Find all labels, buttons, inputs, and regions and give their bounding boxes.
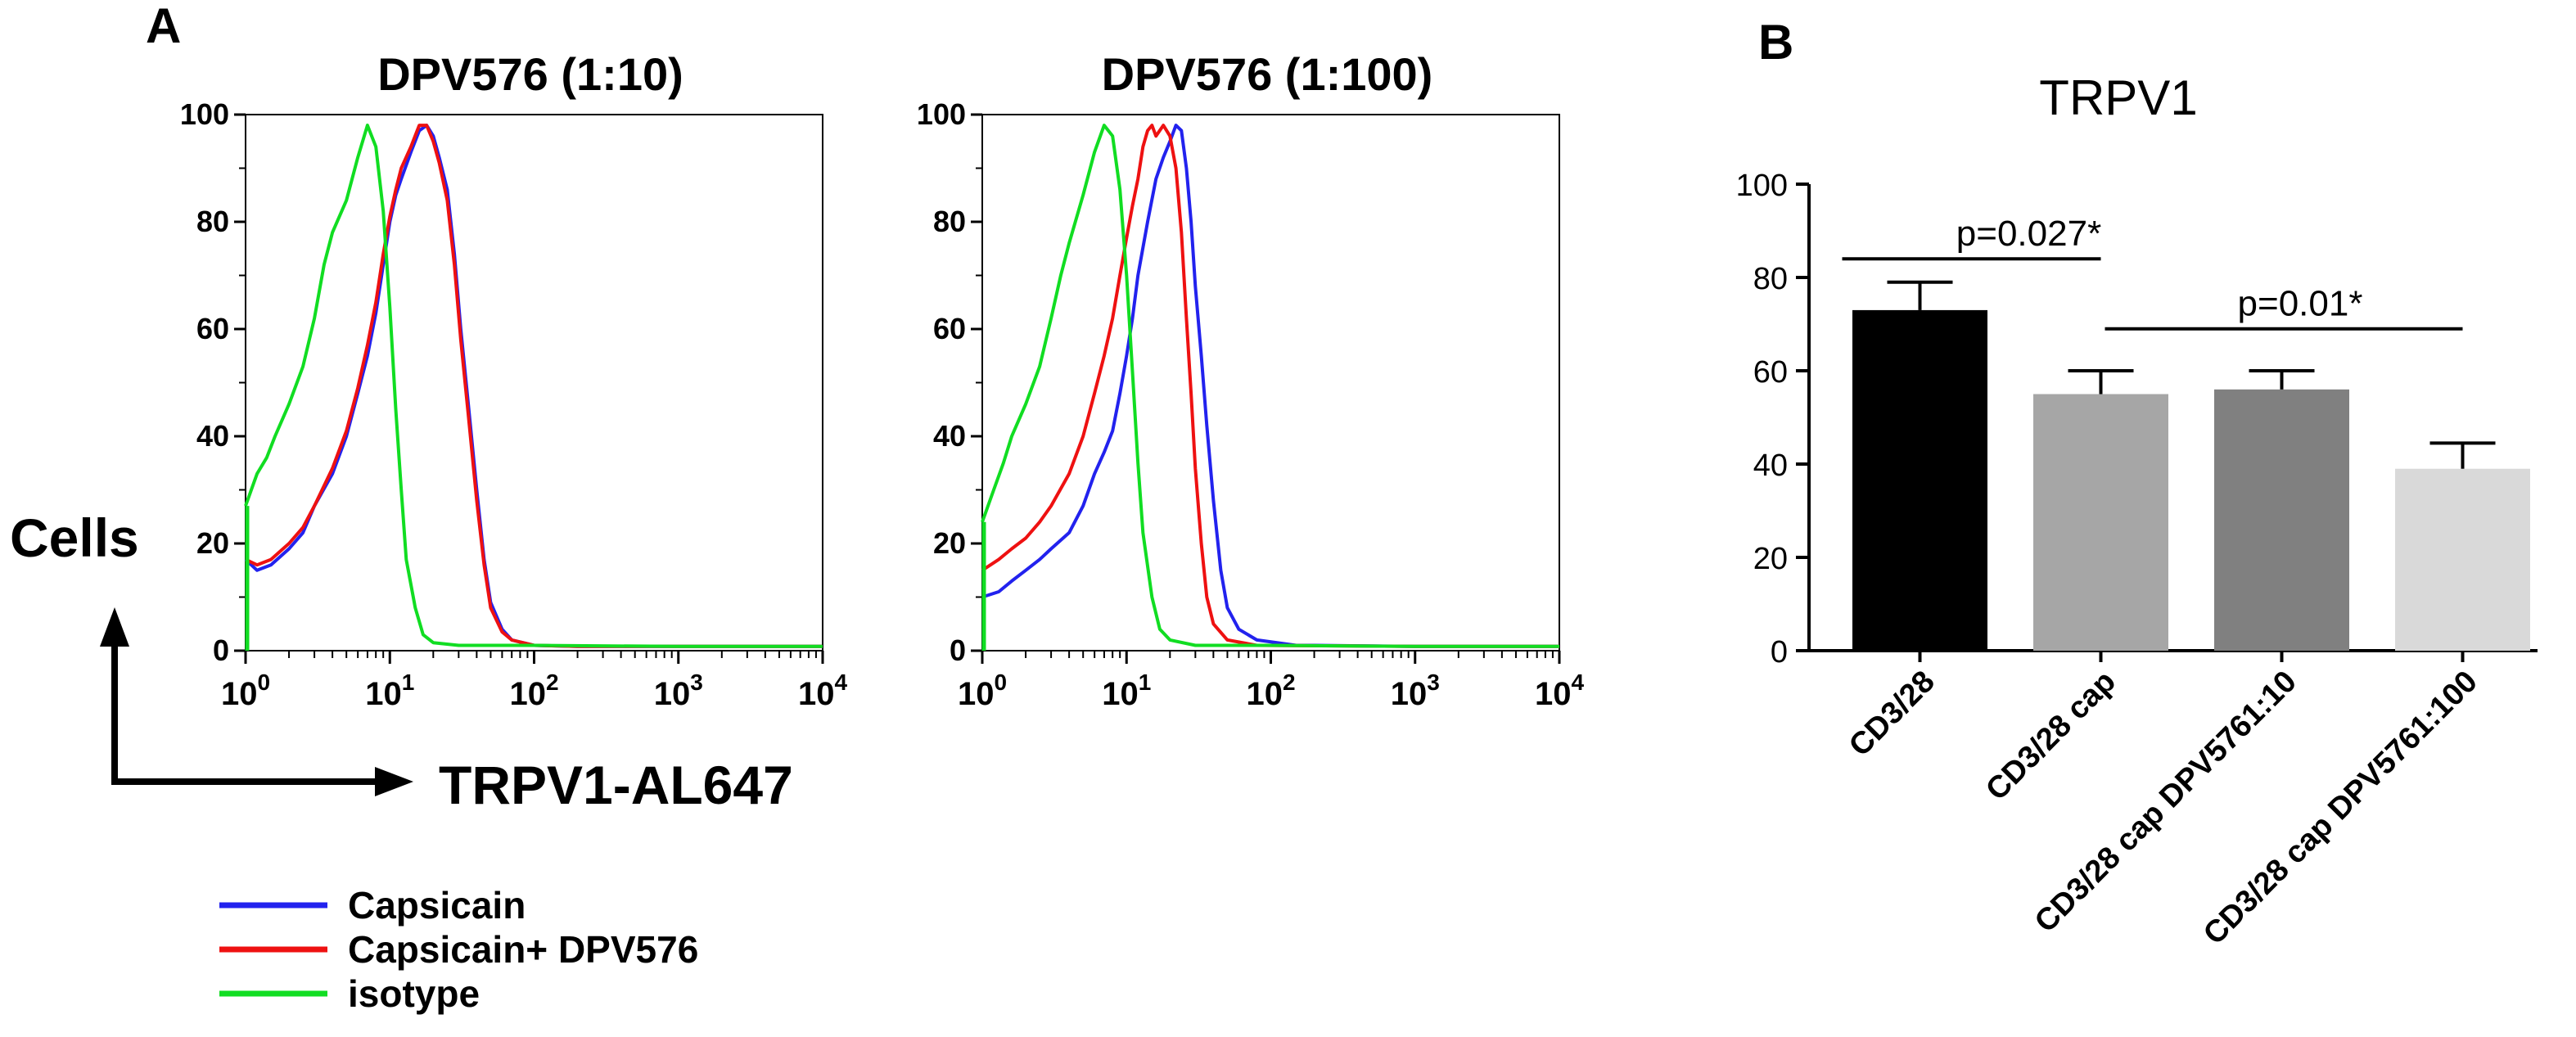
bar-y-tick-label: 0	[1771, 635, 1788, 670]
significance-label: p=0.027*	[1956, 214, 2101, 254]
x-tick-label: 101	[365, 670, 414, 712]
x-tick-label: 100	[221, 670, 270, 712]
panel-a-label: A	[146, 0, 181, 53]
legend-label: isotype	[348, 972, 480, 1015]
plot-frame	[245, 114, 823, 652]
histogram-2-title: DPV576 (1:100)	[1102, 48, 1433, 100]
histogram-2-series-capsicain	[981, 124, 1559, 648]
y-tick-label: 40	[196, 419, 229, 453]
bar-category-label: CD3/28	[1843, 665, 1942, 764]
legend-label: Capsicain+ DPV576	[348, 928, 698, 971]
bar-y-tick-label: 60	[1753, 355, 1788, 390]
histogram-2-series-isotype	[981, 124, 1559, 648]
y-tick-label: 60	[196, 312, 229, 345]
significance-label: p=0.01*	[2238, 284, 2363, 324]
y-tick-label: 100	[180, 97, 229, 131]
x-tick-label: 104	[798, 670, 848, 712]
cells-axis-label: Cells	[10, 507, 139, 568]
y-tick-label: 80	[196, 205, 229, 238]
bar-1	[1852, 309, 1987, 651]
x-tick-label: 103	[1391, 670, 1440, 712]
bar-y-tick-label: 100	[1736, 169, 1788, 203]
bar-y-tick-label: 20	[1753, 542, 1788, 576]
panel-b-label: B	[1758, 15, 1793, 70]
y-tick-label: 80	[933, 205, 966, 238]
bar-2	[2033, 394, 2168, 651]
x-tick-label: 102	[509, 670, 558, 712]
bar-4	[2395, 468, 2530, 651]
trpv1-axis-label: TRPV1-AL647	[439, 755, 793, 815]
x-arrow-head	[375, 767, 413, 796]
y-tick-label: 20	[933, 526, 966, 560]
y-tick-label: 60	[933, 312, 966, 345]
y-tick-label: 0	[950, 633, 966, 667]
y-tick-label: 20	[196, 526, 229, 560]
y-tick-label: 100	[917, 97, 966, 131]
y-tick-label: 40	[933, 419, 966, 453]
y-tick-label: 0	[213, 633, 229, 667]
histogram-1-series-isotype	[244, 124, 823, 648]
bar-category-label: CD3/28 cap	[1979, 665, 2123, 808]
bar-chart-title: TRPV1	[2039, 70, 2197, 125]
axis-arrows	[111, 626, 393, 785]
x-tick-label: 103	[654, 670, 703, 712]
histogram-1-series-capsicain-dpv576	[245, 124, 823, 648]
bar-y-tick-label: 40	[1753, 449, 1788, 483]
plot-frame	[981, 114, 1560, 652]
x-tick-label: 101	[1102, 670, 1151, 712]
x-tick-label: 100	[958, 670, 1007, 712]
x-tick-label: 104	[1535, 670, 1585, 712]
histogram-1: 0 20 40 60 80 100 100 101 102 103 104	[180, 97, 848, 712]
histogram-2-series-capsicain-dpv576	[981, 124, 1559, 648]
bar-y-tick-label: 80	[1753, 262, 1788, 296]
bar-3	[2214, 389, 2349, 651]
legend-label: Capsicain	[348, 884, 526, 927]
histogram-2: 0 20 40 60 80 100 100 101 102 103 104	[917, 97, 1585, 712]
histogram-1-title: DPV576 (1:10)	[377, 48, 683, 100]
x-tick-label: 102	[1246, 670, 1295, 712]
y-arrow-head	[100, 607, 129, 647]
histogram-1-series-capsicain	[244, 124, 823, 648]
